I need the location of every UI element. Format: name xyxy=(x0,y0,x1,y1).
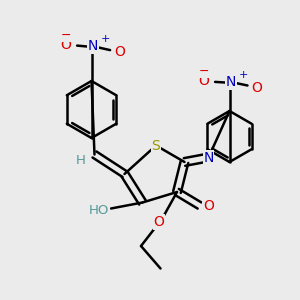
Text: O: O xyxy=(61,38,71,52)
Text: −: − xyxy=(61,28,71,42)
Text: S: S xyxy=(152,139,160,152)
Text: −: − xyxy=(199,64,209,78)
Text: +: + xyxy=(101,34,111,44)
Text: O: O xyxy=(203,199,214,212)
Text: O: O xyxy=(154,215,164,229)
Text: N: N xyxy=(226,76,236,89)
Text: N: N xyxy=(88,40,98,53)
Text: H: H xyxy=(76,154,86,167)
Text: N: N xyxy=(203,151,214,164)
Text: O: O xyxy=(252,81,262,95)
Text: HO: HO xyxy=(89,203,109,217)
Text: +: + xyxy=(239,70,249,80)
Text: O: O xyxy=(115,46,125,59)
Text: O: O xyxy=(199,74,209,88)
